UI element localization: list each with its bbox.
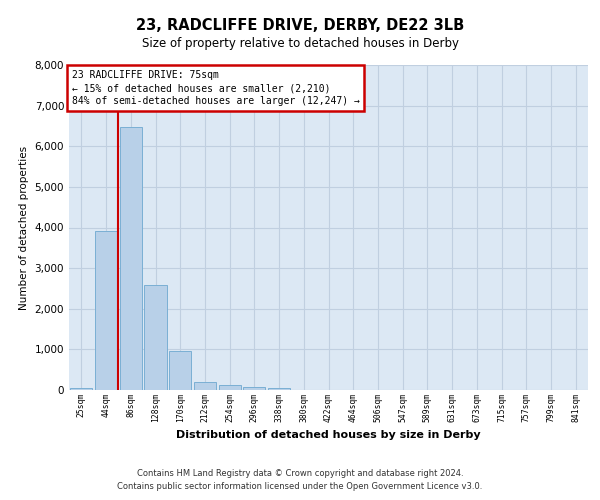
Bar [145, 285, 167, 390]
Bar [268, 388, 290, 390]
Bar [95, 231, 117, 390]
Bar [218, 385, 241, 390]
Text: Contains public sector information licensed under the Open Government Licence v3: Contains public sector information licen… [118, 482, 482, 491]
Y-axis label: Number of detached properties: Number of detached properties [19, 146, 29, 310]
Text: 23, RADCLIFFE DRIVE, DERBY, DE22 3LB: 23, RADCLIFFE DRIVE, DERBY, DE22 3LB [136, 18, 464, 32]
Text: Contains HM Land Registry data © Crown copyright and database right 2024.: Contains HM Land Registry data © Crown c… [137, 468, 463, 477]
Bar [194, 382, 216, 390]
Text: Size of property relative to detached houses in Derby: Size of property relative to detached ho… [142, 38, 458, 51]
Text: 23 RADCLIFFE DRIVE: 75sqm
← 15% of detached houses are smaller (2,210)
84% of se: 23 RADCLIFFE DRIVE: 75sqm ← 15% of detac… [71, 70, 359, 106]
X-axis label: Distribution of detached houses by size in Derby: Distribution of detached houses by size … [176, 430, 481, 440]
Bar [243, 387, 265, 390]
Bar [70, 388, 92, 390]
Bar [169, 352, 191, 390]
Bar [119, 126, 142, 390]
